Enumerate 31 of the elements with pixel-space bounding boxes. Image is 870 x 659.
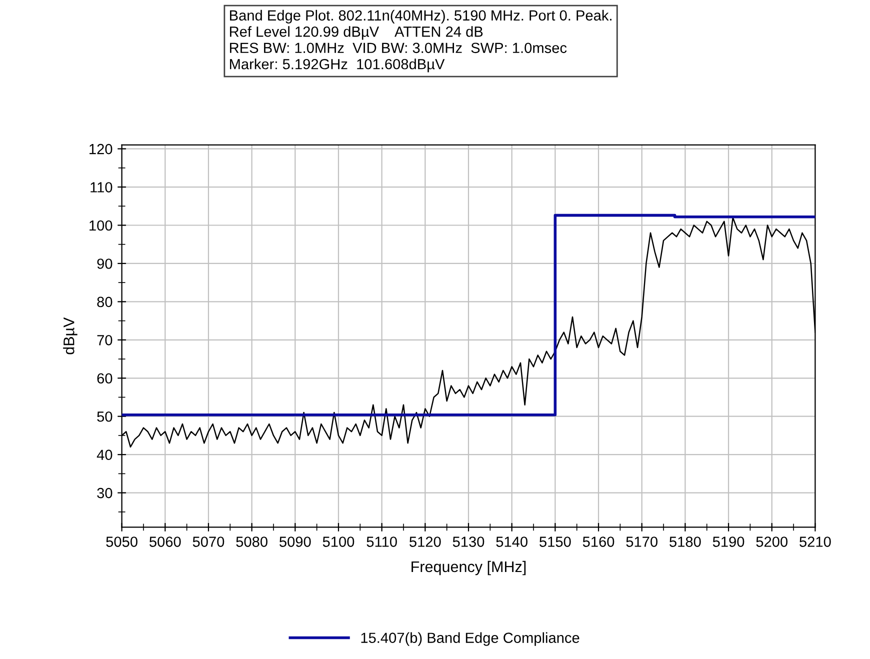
x-tick-label: 5210 bbox=[800, 536, 831, 547]
x-tick-label: 5110 bbox=[366, 536, 397, 547]
y-tick-label: 60 bbox=[97, 373, 112, 384]
x-tick-label: 5050 bbox=[106, 536, 138, 547]
x-tick-label: 5060 bbox=[150, 536, 181, 547]
y-tick-label: 40 bbox=[96, 450, 112, 460]
x-tick-label: 5090 bbox=[280, 536, 311, 547]
x-tick-label: 5080 bbox=[236, 536, 268, 547]
x-tick-label: 5190 bbox=[712, 536, 744, 547]
y-tick-label: 50 bbox=[97, 411, 112, 422]
y-axis-title: dBµV bbox=[63, 317, 78, 354]
y-tick-label: 80 bbox=[97, 296, 112, 308]
chart-title: Band Edge Plot. 802.11n(40MHz). 5190 MHz. Port 0. Peak. Ref Level 120.99 dBµV ATTEN 24 dB RES BW: 1.0MHz VID BW: 3.0MHz SWP: 1.0msec Marker: 5.192GHz 101.608dBµV bbox=[230, 10, 612, 72]
x-tick-label: 5120 bbox=[410, 536, 441, 547]
y-tick-label: 30 bbox=[97, 488, 112, 498]
x-axis-title: Frequency [MHz] bbox=[412, 560, 526, 576]
x-tick-label: 5130 bbox=[452, 536, 484, 547]
x-tick-label: 5160 bbox=[582, 536, 614, 547]
y-tick-label: 110 bbox=[90, 182, 112, 192]
y-tick-label: 70 bbox=[97, 335, 112, 346]
x-tick-label: 5180 bbox=[670, 536, 701, 547]
y-tick-label: 90 bbox=[97, 258, 112, 269]
x-tick-label: 5140 bbox=[496, 536, 528, 547]
x-tick-label: 5150 bbox=[540, 536, 571, 547]
x-tick-label: 5100 bbox=[322, 536, 354, 547]
y-tick-label: 120 bbox=[90, 144, 112, 154]
x-tick-label: 5200 bbox=[756, 536, 788, 547]
x-tick-label: 5170 bbox=[626, 536, 658, 547]
x-tick-label: 5070 bbox=[192, 536, 224, 547]
y-tick-label: 100 bbox=[90, 220, 112, 231]
legend-label: 15.407(b) Band Edge Compliance bbox=[361, 632, 580, 646]
